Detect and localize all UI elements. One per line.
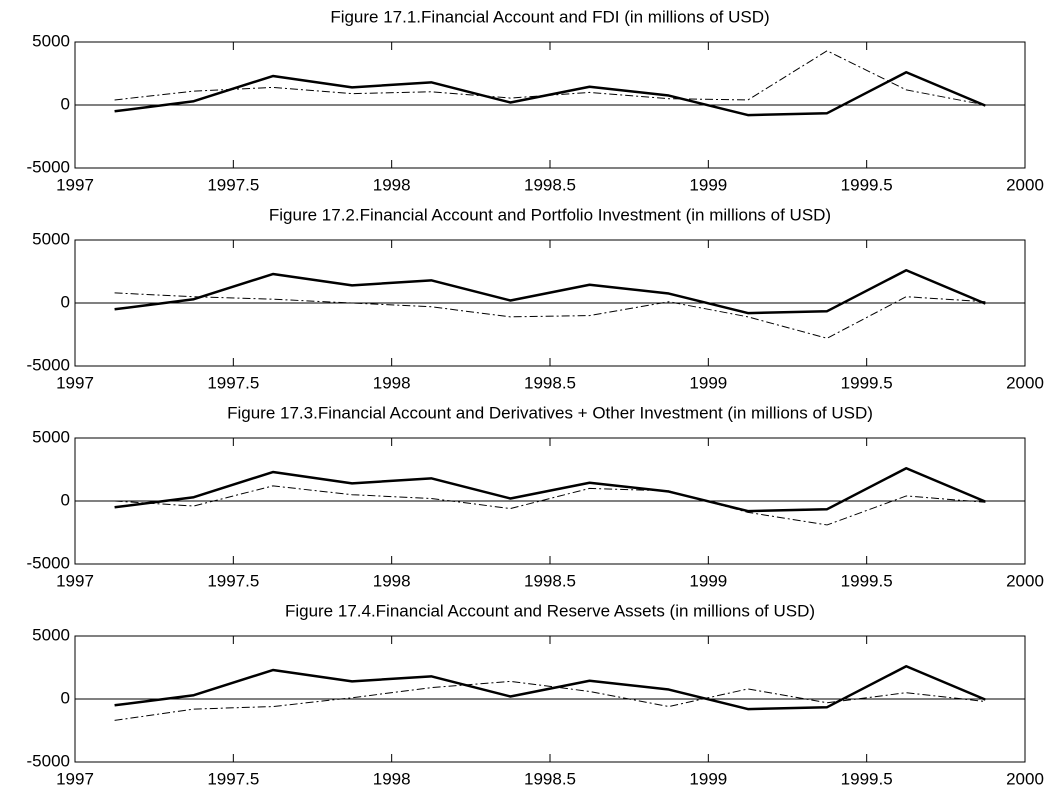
- x-tick-label: 1998.5: [524, 175, 576, 194]
- chart-title: Figure 17.1.Financial Account and FDI (i…: [330, 7, 769, 26]
- x-tick-label: 1998: [373, 571, 411, 590]
- x-tick-label: 1997.5: [207, 373, 259, 392]
- x-tick-label: 1998.5: [524, 769, 576, 788]
- x-tick-label: 1999: [689, 769, 727, 788]
- y-tick-label: -5000: [27, 553, 70, 572]
- chart-title: Figure 17.3.Financial Account and Deriva…: [227, 403, 873, 422]
- y-tick-label: -5000: [27, 751, 70, 770]
- x-tick-label: 1997.5: [207, 571, 259, 590]
- y-tick-label: 5000: [32, 427, 70, 446]
- series-line: [114, 70, 986, 117]
- y-tick-label: -5000: [27, 157, 70, 176]
- x-tick-label: 1999.5: [841, 571, 893, 590]
- series-line: [114, 50, 986, 106]
- x-tick-label: 1998.5: [524, 571, 576, 590]
- x-tick-label: 1997: [56, 769, 94, 788]
- x-tick-label: 1997.5: [207, 769, 259, 788]
- x-tick-label: 1997: [56, 373, 94, 392]
- x-tick-label: 1998.5: [524, 373, 576, 392]
- x-tick-label: 1999: [689, 175, 727, 194]
- series-line: [114, 466, 986, 513]
- x-tick-label: 2000: [1006, 571, 1044, 590]
- x-tick-label: 1997: [56, 175, 94, 194]
- x-tick-label: 2000: [1006, 175, 1044, 194]
- y-tick-label: 5000: [32, 31, 70, 50]
- series-line: [114, 680, 986, 721]
- x-tick-label: 1999.5: [841, 373, 893, 392]
- series-line: [114, 268, 986, 315]
- x-tick-label: 1999: [689, 373, 727, 392]
- x-tick-label: 1998: [373, 769, 411, 788]
- y-tick-label: 0: [61, 292, 70, 311]
- x-tick-label: 1999.5: [841, 175, 893, 194]
- chart-title: Figure 17.4.Financial Account and Reserv…: [285, 601, 815, 620]
- series-line: [114, 485, 986, 526]
- x-tick-label: 1999.5: [841, 769, 893, 788]
- y-tick-label: -5000: [27, 355, 70, 374]
- x-tick-label: 2000: [1006, 373, 1044, 392]
- x-tick-label: 1997.5: [207, 175, 259, 194]
- series-line: [114, 292, 986, 339]
- x-tick-label: 1998: [373, 175, 411, 194]
- y-tick-label: 0: [61, 490, 70, 509]
- y-tick-label: 0: [61, 94, 70, 113]
- series-line: [114, 664, 986, 711]
- x-tick-label: 1997: [56, 571, 94, 590]
- x-tick-label: 2000: [1006, 769, 1044, 788]
- chart-title: Figure 17.2.Financial Account and Portfo…: [269, 205, 831, 224]
- y-tick-label: 0: [61, 688, 70, 707]
- y-tick-label: 5000: [32, 625, 70, 644]
- y-tick-label: 5000: [32, 229, 70, 248]
- x-tick-label: 1999: [689, 571, 727, 590]
- x-tick-label: 1998: [373, 373, 411, 392]
